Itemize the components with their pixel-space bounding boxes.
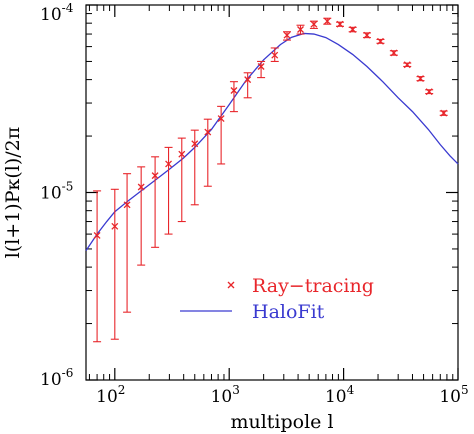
x-tick-labels: 102 103 104 105 bbox=[96, 383, 468, 407]
y-axis-label: l(l+1)Pκ(l)/2π bbox=[2, 127, 24, 259]
x-marker bbox=[349, 26, 357, 33]
x-marker bbox=[217, 115, 225, 122]
x-marker bbox=[257, 63, 265, 70]
ray-tracing-point bbox=[164, 146, 173, 235]
ray-tracing-point bbox=[151, 156, 160, 248]
ray-tracing-point bbox=[323, 17, 332, 25]
legend-marker-ray-tracing bbox=[227, 281, 235, 289]
x-marker bbox=[93, 232, 101, 239]
ray-tracing-point bbox=[362, 31, 371, 39]
y-tick-label: 10-6 bbox=[40, 366, 73, 390]
ray-tracing-point bbox=[403, 61, 412, 69]
ray-tracing-point bbox=[217, 105, 226, 165]
x-marker bbox=[283, 31, 291, 39]
x-tick-label: 103 bbox=[211, 383, 240, 407]
plot-area bbox=[85, 4, 459, 381]
ray-tracing-point bbox=[203, 118, 212, 187]
ray-tracing-point bbox=[93, 190, 102, 343]
y-tick-label: 10-5 bbox=[40, 180, 73, 204]
ray-tracing-point bbox=[257, 60, 266, 79]
x-marker bbox=[323, 17, 331, 25]
ray-tracing-point bbox=[335, 20, 344, 28]
x-axis-label: multipole l bbox=[230, 411, 333, 433]
x-marker bbox=[165, 160, 173, 168]
minor-ticks bbox=[86, 5, 458, 380]
x-tick-label: 104 bbox=[325, 383, 355, 407]
legend-label-ray-tracing: Ray−tracing bbox=[252, 275, 374, 297]
x-marker bbox=[230, 87, 238, 94]
ray-tracing-point bbox=[376, 37, 385, 45]
x-marker bbox=[377, 37, 384, 45]
x-marker bbox=[111, 222, 119, 230]
x-marker bbox=[363, 31, 371, 39]
ray-tracing-point bbox=[137, 166, 146, 266]
halofit-layer bbox=[85, 32, 459, 251]
ray-tracing-point bbox=[243, 72, 252, 99]
ray-tracing-point bbox=[282, 31, 291, 41]
x-marker bbox=[417, 75, 424, 83]
x-marker bbox=[204, 128, 212, 136]
x-marker bbox=[297, 26, 304, 33]
ray-tracing-point bbox=[123, 173, 132, 313]
x-marker bbox=[440, 109, 448, 117]
ray-tracing-point bbox=[425, 88, 434, 96]
x-tick-label: 102 bbox=[96, 383, 125, 407]
x-marker bbox=[425, 88, 433, 96]
x-marker bbox=[151, 172, 159, 180]
x-marker bbox=[191, 140, 199, 148]
halofit-line bbox=[85, 32, 459, 251]
x-marker bbox=[310, 20, 318, 28]
ray-tracing-point bbox=[229, 81, 238, 113]
ray-tracing-point bbox=[389, 49, 398, 57]
x-marker bbox=[271, 51, 279, 59]
ray-tracing-point bbox=[177, 137, 186, 223]
ray-tracing-point bbox=[309, 20, 318, 29]
y-tick-label: 10-4 bbox=[40, 1, 74, 25]
legend: Ray−tracing HaloFit bbox=[180, 275, 374, 323]
x-tick-label: 105 bbox=[439, 383, 468, 407]
ray-tracing-point bbox=[416, 75, 425, 83]
x-marker bbox=[137, 183, 145, 191]
legend-label-halofit: HaloFit bbox=[252, 301, 325, 323]
ray-tracing-layer bbox=[93, 17, 448, 343]
legend-x-marker bbox=[227, 281, 235, 289]
x-marker bbox=[403, 61, 411, 69]
ray-tracing-point bbox=[190, 129, 199, 206]
x-marker bbox=[390, 49, 398, 57]
ray-tracing-point bbox=[270, 47, 279, 62]
major-ticks bbox=[86, 4, 459, 381]
x-marker bbox=[178, 150, 186, 158]
y-tick-labels: 10-6 10-5 10-4 bbox=[40, 1, 74, 390]
ray-tracing-point bbox=[348, 26, 357, 33]
x-marker bbox=[123, 201, 131, 209]
x-marker bbox=[336, 20, 344, 28]
ray-tracing-point bbox=[439, 109, 448, 117]
ray-tracing-point bbox=[296, 24, 305, 35]
ray-tracing-point bbox=[110, 188, 119, 340]
x-marker bbox=[244, 76, 252, 84]
